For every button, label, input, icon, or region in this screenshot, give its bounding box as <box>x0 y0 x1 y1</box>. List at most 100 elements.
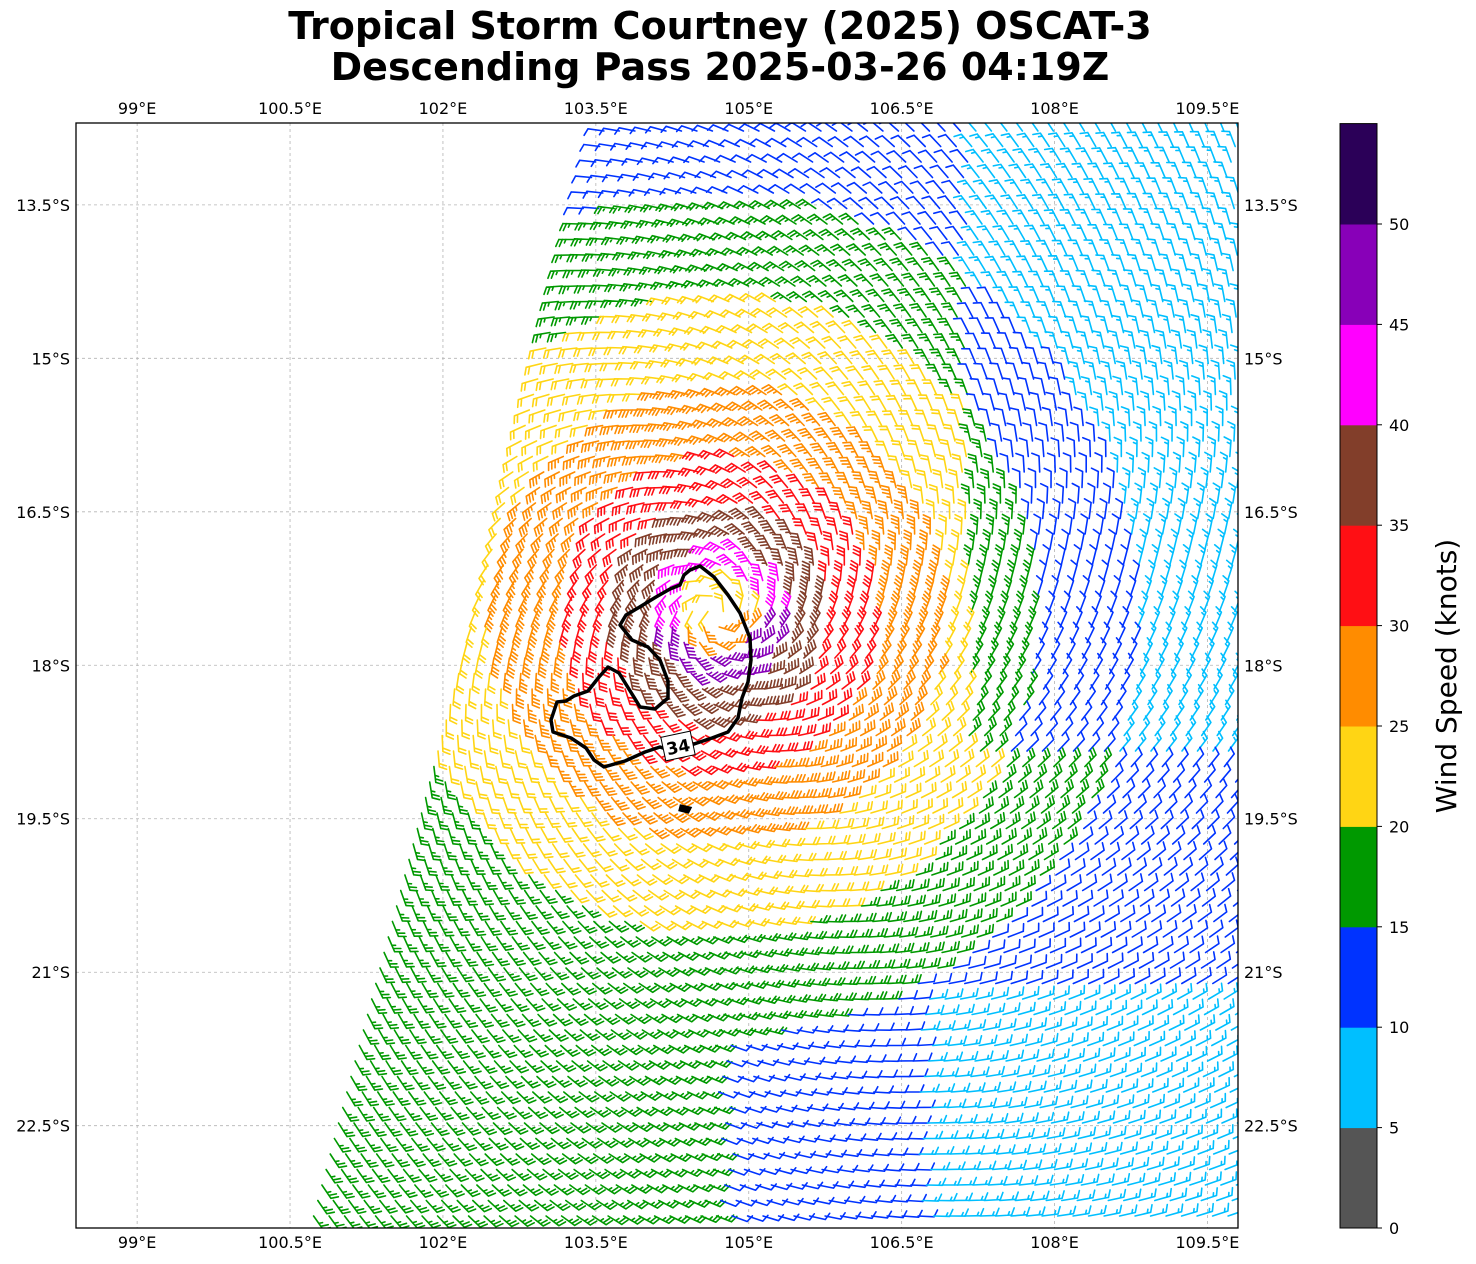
wind-barb <box>942 423 956 442</box>
wind-barb <box>597 905 618 918</box>
wind-barb <box>1193 497 1202 520</box>
wind-barb <box>1096 936 1113 954</box>
wind-barb <box>917 210 937 225</box>
wind-barb <box>627 734 645 750</box>
wind-barb <box>1166 1140 1184 1155</box>
wind-barb <box>600 719 616 736</box>
wind-barb <box>998 528 1007 551</box>
wind-barb <box>865 410 883 427</box>
wind-barb <box>541 765 557 783</box>
wind-barb <box>917 973 938 985</box>
wind-barb <box>1217 887 1232 907</box>
wind-barb <box>1170 1124 1188 1140</box>
wind-barb <box>948 972 968 985</box>
wind-barb <box>953 133 973 148</box>
wind-barb <box>1183 606 1192 628</box>
wind-barb <box>918 669 932 690</box>
wind-barb <box>938 653 950 675</box>
wind-barb <box>1107 146 1124 163</box>
wind-barb <box>551 843 570 859</box>
wind-barb <box>654 595 667 616</box>
wind-barb <box>1033 1001 1051 1016</box>
wind-barb <box>681 451 704 461</box>
wind-barb <box>603 471 622 484</box>
wind-barb <box>781 428 801 442</box>
wind-barb <box>603 641 613 663</box>
wind-barb <box>557 1168 579 1180</box>
wind-barb <box>769 547 784 566</box>
wind-barb <box>575 812 594 828</box>
wind-barb <box>1069 684 1081 706</box>
wind-barb <box>1028 270 1044 287</box>
wind-barb <box>699 325 722 335</box>
wind-barb <box>662 1184 684 1193</box>
wind-barb <box>1119 731 1132 752</box>
wind-barb <box>836 753 854 768</box>
wind-barb <box>1004 637 1015 659</box>
wind-barb <box>797 962 820 972</box>
wind-barb <box>1213 222 1227 241</box>
wind-barb <box>1048 513 1058 535</box>
wind-barb <box>806 930 828 940</box>
wind-barb <box>1046 452 1056 473</box>
wind-barb <box>608 688 622 707</box>
wind-barb <box>539 300 560 312</box>
wind-barb <box>1113 436 1123 458</box>
wind-barb <box>1190 314 1202 334</box>
wind-barb <box>1209 919 1224 938</box>
wind-barb <box>693 718 715 730</box>
wind-barb <box>360 1153 379 1168</box>
wind-barb <box>1060 779 1074 799</box>
wind-barb <box>1137 1015 1154 1031</box>
wind-barb <box>667 390 690 400</box>
wind-barb <box>694 889 717 899</box>
wind-barb <box>839 801 859 814</box>
wind-barb <box>975 748 990 768</box>
wind-barb <box>894 942 915 954</box>
wind-barb <box>336 1184 355 1199</box>
wind-barb <box>866 816 885 830</box>
wind-barb <box>749 607 762 628</box>
wind-barb <box>1192 746 1205 768</box>
wind-barb <box>700 982 723 991</box>
wind-barb <box>696 998 719 1007</box>
wind-barb <box>1099 239 1114 256</box>
wind-barb <box>325 1168 344 1184</box>
wind-barb <box>1102 1031 1120 1047</box>
wind-barb <box>1116 920 1132 938</box>
wind-barb <box>759 215 782 225</box>
wind-barb <box>841 515 854 535</box>
wind-barb <box>949 393 965 411</box>
wind-barb <box>1086 621 1095 644</box>
wind-barb <box>1205 513 1214 535</box>
wind-barb <box>719 794 742 804</box>
wind-barb <box>520 843 538 859</box>
wind-barb <box>1158 131 1174 148</box>
wind-barb <box>614 486 634 500</box>
wind-barb <box>530 982 550 997</box>
wind-barb <box>1184 778 1197 799</box>
wind-barb <box>1174 699 1185 721</box>
wind-barb <box>754 534 772 551</box>
wind-barb <box>804 820 825 830</box>
wind-barb <box>575 533 590 552</box>
wind-barb <box>558 347 578 358</box>
wind-barb <box>419 1106 439 1121</box>
wind-barb <box>1148 621 1157 644</box>
wind-barb <box>687 140 709 148</box>
wind-barb <box>524 424 542 440</box>
wind-barb <box>1175 575 1183 597</box>
wind-barb <box>1224 497 1233 520</box>
wind-barb <box>713 700 735 712</box>
wind-barb <box>483 1215 504 1228</box>
wind-barb <box>1167 405 1177 427</box>
wind-barb <box>885 272 905 287</box>
wind-barb <box>507 719 518 739</box>
wind-barb <box>1181 1140 1200 1155</box>
wind-barb <box>811 136 833 148</box>
wind-barb <box>749 369 771 380</box>
wind-barb <box>784 561 795 582</box>
wind-barb <box>620 533 637 550</box>
wind-barb <box>518 1199 540 1212</box>
wind-barb <box>926 424 941 442</box>
